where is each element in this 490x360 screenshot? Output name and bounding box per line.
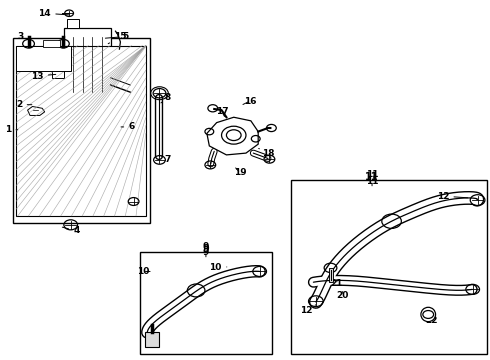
Text: 14: 14 [38, 9, 70, 18]
Text: 9: 9 [203, 242, 209, 251]
Text: 19: 19 [234, 168, 246, 177]
Text: 20: 20 [337, 291, 349, 300]
Bar [292, 180, 487, 354]
Text: 9: 9 [202, 243, 209, 253]
Ellipse shape [421, 307, 436, 321]
Bar [13, 39, 150, 223]
Text: 12: 12 [437, 192, 467, 201]
Text: 4: 4 [62, 226, 79, 235]
Text: 9: 9 [203, 248, 209, 257]
Bar [43, 40, 60, 47]
Text: 15: 15 [108, 32, 126, 44]
Text: 16: 16 [243, 96, 256, 105]
Text: 3: 3 [17, 32, 30, 41]
Bar [140, 252, 272, 354]
Text: 10: 10 [137, 267, 150, 276]
Text: 22: 22 [425, 316, 438, 325]
Bar [64, 28, 111, 99]
Text: 17: 17 [216, 107, 228, 117]
Bar [145, 332, 159, 347]
Text: 6: 6 [121, 122, 135, 131]
Text: 8: 8 [161, 93, 171, 103]
Text: 13: 13 [31, 72, 56, 81]
Text: 2: 2 [16, 100, 32, 109]
Bar [16, 45, 71, 71]
Bar [54, 60, 60, 71]
Bar [67, 19, 79, 28]
Text: 11: 11 [366, 170, 378, 179]
Text: 1: 1 [5, 125, 18, 134]
Text: 7: 7 [161, 155, 171, 164]
Text: 21: 21 [331, 279, 343, 288]
Polygon shape [27, 107, 45, 116]
Text: 11: 11 [365, 172, 379, 182]
Polygon shape [207, 117, 258, 155]
Text: 18: 18 [259, 148, 275, 158]
Text: 5: 5 [105, 32, 128, 41]
Bar [52, 53, 64, 78]
Text: 11: 11 [366, 177, 378, 186]
Bar [16, 45, 146, 216]
Text: 10: 10 [210, 264, 227, 273]
Text: 12: 12 [300, 305, 316, 315]
